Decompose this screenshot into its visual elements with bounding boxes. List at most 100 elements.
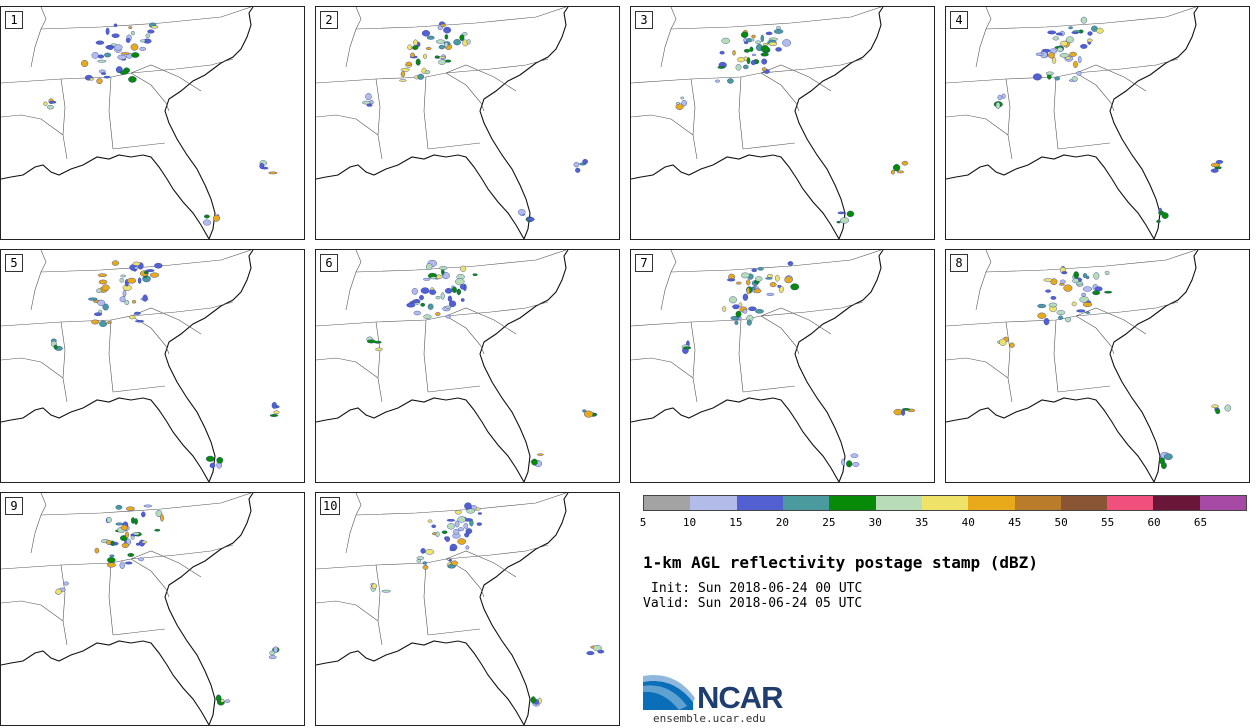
reflectivity-cell [446, 518, 456, 522]
state-border [631, 357, 694, 379]
reflectivity-cell [430, 276, 437, 280]
reflectivity-cell [782, 39, 792, 47]
reflectivity-cell [422, 565, 429, 570]
reflectivity-cell [1050, 296, 1057, 300]
reflectivity-cell [732, 50, 736, 56]
reflectivity-cell [837, 211, 846, 215]
reflectivity-cell [1080, 44, 1088, 49]
map-southeast-us [316, 7, 588, 239]
reflectivity-cell [1086, 38, 1093, 43]
state-border [1005, 78, 1013, 160]
member-panel-9: 9 [0, 492, 305, 726]
member-number-label: 9 [5, 497, 23, 515]
state-border [1075, 72, 1115, 112]
reflectivity-cell [107, 556, 116, 564]
reflectivity-cell [1069, 51, 1077, 57]
colorbar-swatch [644, 496, 691, 510]
member-panel-4: 4 [945, 6, 1250, 240]
reflectivity-cell [784, 276, 793, 284]
reflectivity-cell [128, 26, 133, 29]
reflectivity-cell [444, 59, 452, 63]
reflectivity-cell [464, 502, 472, 510]
reflectivity-cell [893, 164, 901, 172]
reflectivity-cell [1087, 31, 1093, 36]
reflectivity-cell [43, 101, 48, 106]
reflectivity-cell [457, 538, 466, 545]
reflectivity-cell [130, 30, 135, 36]
reflectivity-cell [375, 347, 383, 352]
reflectivity-cell [273, 410, 280, 415]
reflectivity-cell [575, 167, 581, 173]
state-border [742, 385, 796, 393]
state-border [975, 250, 992, 311]
reflectivity-cell [420, 302, 425, 307]
reflectivity-cell [901, 160, 909, 166]
reflectivity-cell [438, 59, 446, 65]
state-border [1, 544, 234, 570]
state-border [738, 319, 744, 393]
reflectivity-cell [128, 76, 137, 83]
state-border [427, 385, 481, 393]
reflectivity-cell [422, 53, 427, 60]
state-border [1053, 319, 1059, 393]
state-border [423, 319, 429, 393]
state-border [670, 7, 882, 30]
coastline [631, 7, 884, 239]
reflectivity-cell [125, 531, 129, 539]
reflectivity-cell [425, 549, 435, 555]
state-border [345, 250, 362, 311]
ensemble-url: ensemble.ucar.edu [653, 712, 766, 725]
reflectivity-cell [531, 458, 538, 466]
reflectivity-cell [420, 287, 430, 294]
map-southeast-us [946, 7, 1224, 239]
reflectivity-cell [459, 34, 465, 42]
reflectivity-cell [127, 553, 135, 557]
reflectivity-cell [97, 273, 108, 278]
state-border [1075, 64, 1147, 92]
reflectivity-cell [46, 104, 55, 110]
reflectivity-cell [417, 73, 424, 80]
reflectivity-cell [777, 285, 782, 288]
reflectivity-cell [460, 298, 465, 302]
coastline [316, 7, 569, 239]
reflectivity-cell [732, 304, 740, 310]
reflectivity-cell [1161, 212, 1169, 219]
reflectivity-cell [455, 509, 462, 515]
reflectivity-cell [125, 506, 135, 511]
reflectivity-cell [93, 312, 102, 316]
state-border [375, 564, 383, 646]
reflectivity-cell [429, 289, 437, 295]
colorbar-swatch [736, 496, 783, 510]
reflectivity-cell [212, 214, 220, 222]
state-border [40, 7, 252, 30]
colorbar-swatch [1014, 496, 1061, 510]
colorbar-swatch [1107, 496, 1154, 510]
reflectivity-cell [106, 516, 112, 523]
reflectivity-cell [416, 559, 422, 563]
reflectivity-cell [735, 64, 742, 71]
state-border [742, 142, 796, 150]
member-number-label: 1 [5, 11, 23, 29]
state-border [760, 72, 800, 112]
state-border [375, 321, 383, 403]
reflectivity-cell [53, 344, 58, 350]
reflectivity-cell [464, 532, 470, 538]
reflectivity-cell [119, 277, 124, 283]
reflectivity-cell [676, 101, 680, 105]
reflectivity-cell [91, 319, 100, 325]
reflectivity-cell [746, 287, 751, 295]
reflectivity-cell [439, 266, 448, 271]
reflectivity-cell [420, 548, 426, 554]
reflectivity-cell [104, 52, 112, 58]
reflectivity-cell [743, 48, 751, 53]
reflectivity-cell [719, 51, 725, 55]
colorbar-tick-label: 10 [682, 516, 697, 529]
state-border [423, 562, 429, 636]
colorbar [643, 495, 1247, 511]
reflectivity-cell [135, 542, 140, 546]
reflectivity-cell [137, 277, 142, 284]
reflectivity-cell [1058, 315, 1064, 320]
reflectivity-cell [101, 284, 110, 291]
reflectivity-cell [1056, 310, 1066, 315]
reflectivity-cell [839, 217, 850, 224]
